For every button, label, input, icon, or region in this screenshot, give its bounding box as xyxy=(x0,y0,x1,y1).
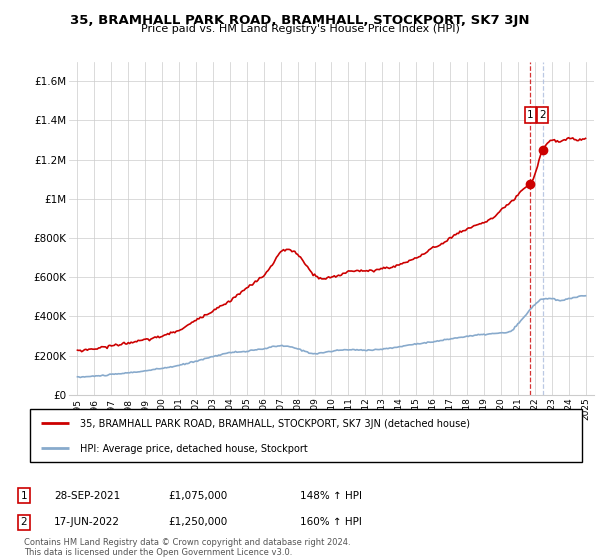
Text: 2: 2 xyxy=(20,517,28,528)
Text: £1,250,000: £1,250,000 xyxy=(168,517,227,528)
FancyBboxPatch shape xyxy=(30,409,582,462)
Text: 35, BRAMHALL PARK ROAD, BRAMHALL, STOCKPORT, SK7 3JN (detached house): 35, BRAMHALL PARK ROAD, BRAMHALL, STOCKP… xyxy=(80,419,470,429)
Text: HPI: Average price, detached house, Stockport: HPI: Average price, detached house, Stoc… xyxy=(80,444,307,454)
Text: 2: 2 xyxy=(539,110,546,120)
Text: £1,075,000: £1,075,000 xyxy=(168,491,227,501)
Text: 1: 1 xyxy=(20,491,28,501)
Text: 148% ↑ HPI: 148% ↑ HPI xyxy=(300,491,362,501)
Text: 35, BRAMHALL PARK ROAD, BRAMHALL, STOCKPORT, SK7 3JN: 35, BRAMHALL PARK ROAD, BRAMHALL, STOCKP… xyxy=(70,14,530,27)
Text: 1: 1 xyxy=(527,110,534,120)
Text: Price paid vs. HM Land Registry's House Price Index (HPI): Price paid vs. HM Land Registry's House … xyxy=(140,24,460,34)
Text: 28-SEP-2021: 28-SEP-2021 xyxy=(54,491,120,501)
Text: 160% ↑ HPI: 160% ↑ HPI xyxy=(300,517,362,528)
Text: Contains HM Land Registry data © Crown copyright and database right 2024.
This d: Contains HM Land Registry data © Crown c… xyxy=(24,538,350,557)
Text: 17-JUN-2022: 17-JUN-2022 xyxy=(54,517,120,528)
